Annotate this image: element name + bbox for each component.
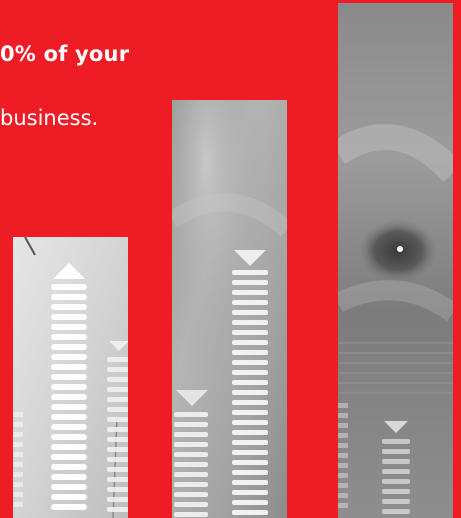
headline-text: 0% of your <box>0 42 130 66</box>
photo-bar-medium <box>172 100 287 518</box>
up-arrow-marker-icon <box>53 263 85 279</box>
photo-bar-short <box>13 237 128 518</box>
down-arrow-marker-icon <box>234 250 266 266</box>
subline-text: business. <box>0 106 99 130</box>
photo-bar-tall <box>338 3 453 518</box>
